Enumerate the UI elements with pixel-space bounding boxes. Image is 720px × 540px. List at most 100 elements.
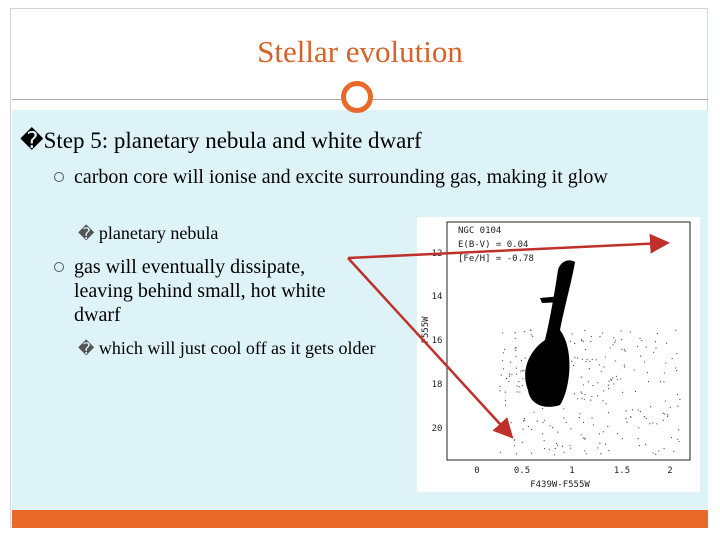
dot: [626, 421, 628, 423]
dot: [514, 347, 516, 349]
dot: [505, 378, 508, 380]
dot: [607, 425, 609, 427]
dot: [678, 441, 680, 443]
dot: [652, 422, 654, 424]
dot: [522, 378, 524, 380]
dot: [623, 349, 625, 351]
dot: [590, 335, 592, 338]
dot: [570, 428, 572, 430]
dot: [508, 373, 511, 375]
dot: [580, 338, 583, 341]
dot: [620, 378, 622, 380]
dot: [639, 411, 641, 413]
dot: [584, 450, 586, 452]
bullet: �: [78, 226, 95, 243]
dot: [676, 370, 678, 372]
dot: [677, 438, 679, 440]
dot: [573, 393, 575, 395]
dot: [599, 442, 601, 444]
dot: [582, 421, 585, 423]
dot: [643, 361, 646, 363]
dot: [637, 437, 639, 440]
bullet-item: carbon core will ionise and excite surro…: [54, 165, 674, 189]
dot: [667, 415, 669, 417]
dot: [625, 410, 627, 412]
dot: [636, 345, 639, 348]
dot: [524, 357, 526, 359]
dot: [521, 370, 524, 372]
dot: [514, 445, 516, 447]
dot: [502, 332, 504, 334]
dot: [602, 431, 604, 433]
dot: [584, 329, 586, 332]
dot: [667, 414, 669, 416]
dot: [515, 367, 517, 369]
heading: �Step 5: planetary nebula and white dwar…: [20, 128, 422, 154]
bullet: �: [20, 128, 44, 153]
dot: [523, 370, 525, 372]
y-tick-label: 16: [432, 336, 443, 346]
bullet-marker: [54, 172, 64, 182]
dot: [590, 399, 592, 401]
dot: [609, 347, 611, 349]
y-tick-label: 18: [432, 380, 443, 390]
dot: [557, 431, 559, 433]
dot: [656, 333, 659, 335]
dot: [590, 341, 592, 343]
dot: [633, 369, 635, 371]
sub-item-text: which will just cool off as it gets olde…: [98, 338, 376, 358]
footer-bar: [12, 510, 708, 528]
arrow: [347, 257, 514, 439]
dot: [576, 398, 579, 400]
dot: [554, 448, 556, 450]
x-axis-label: F439W-F555W: [530, 480, 590, 490]
dot: [643, 416, 645, 418]
x-tick-label: 2: [667, 466, 672, 476]
dot: [499, 385, 501, 387]
dot: [514, 332, 516, 334]
dot: [591, 395, 593, 398]
dot: [586, 358, 588, 361]
dot: [647, 380, 650, 383]
dot: [614, 360, 616, 362]
dot: [656, 423, 658, 425]
dot: [582, 340, 584, 342]
dot: [569, 444, 571, 446]
dot: [579, 413, 581, 415]
dot: [522, 428, 524, 430]
title-circle: [341, 81, 373, 113]
dot: [637, 409, 639, 411]
dot: [604, 356, 606, 358]
dot: [521, 441, 523, 443]
dot: [623, 364, 625, 366]
dot: [509, 361, 512, 363]
dot: [571, 333, 573, 335]
dot: [515, 453, 518, 455]
dot: [629, 331, 631, 333]
sub-item: � planetary nebula: [78, 222, 218, 246]
dot: [652, 351, 655, 353]
arrow: [347, 233, 670, 260]
dot: [662, 419, 664, 421]
dot: [613, 383, 615, 385]
dot: [599, 335, 601, 338]
dot: [652, 452, 654, 454]
dot: [608, 449, 610, 452]
y-tick-label: 14: [432, 292, 443, 302]
dot: [675, 329, 677, 331]
dot: [518, 386, 520, 388]
dot: [629, 416, 632, 418]
annotation: NGC 0104: [458, 226, 501, 236]
dot: [570, 447, 572, 449]
dot: [563, 417, 565, 419]
dot: [610, 378, 612, 381]
dot: [612, 344, 614, 346]
dot: [597, 447, 599, 449]
dot: [541, 433, 544, 435]
dot: [645, 443, 647, 445]
x-tick-label: 1.5: [614, 466, 630, 476]
dot: [520, 370, 522, 372]
dot: [585, 360, 587, 363]
dot: [632, 409, 634, 411]
